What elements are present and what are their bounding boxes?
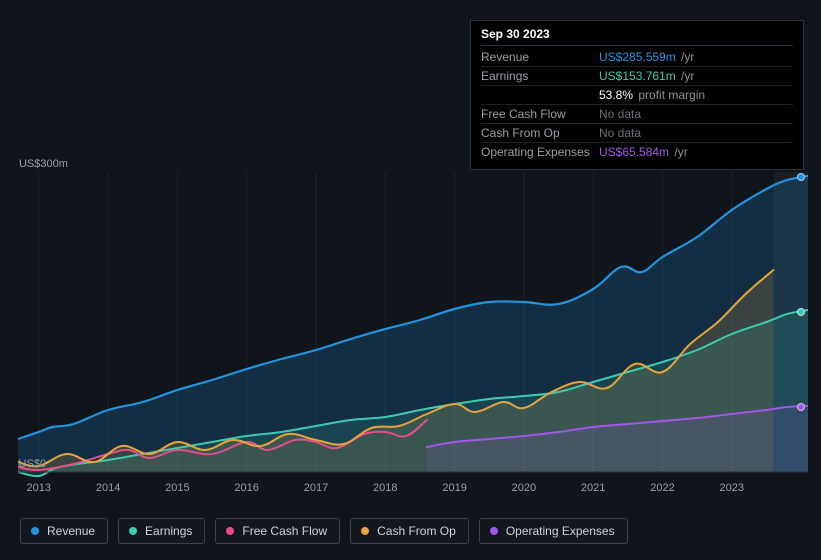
tooltip-value: No data: [599, 107, 793, 121]
legend-label: Earnings: [145, 524, 192, 538]
tooltip-row: Cash From OpNo data: [481, 124, 793, 143]
tooltip-label: Free Cash Flow: [481, 107, 599, 121]
legend-label: Revenue: [47, 524, 95, 538]
chart-svg: [18, 158, 808, 478]
tooltip-label: [481, 88, 599, 102]
chart-area[interactable]: US$300m US$0 2013 2014 2015 2016 2017 2018 201…: [18, 158, 808, 498]
tooltip-row: RevenueUS$285.559m /yr: [481, 48, 793, 67]
x-axis-tick: 2016: [234, 482, 258, 494]
tooltip-date: Sep 30 2023: [481, 27, 793, 46]
x-axis-tick: 2015: [165, 482, 189, 494]
tooltip-row: 53.8% profit margin: [481, 86, 793, 105]
tooltip-label: Revenue: [481, 50, 599, 64]
legend-label: Cash From Op: [377, 524, 456, 538]
tooltip-label: Operating Expenses: [481, 145, 599, 159]
legend-item[interactable]: Free Cash Flow: [215, 518, 340, 544]
tooltip-value: US$65.584m /yr: [599, 145, 793, 159]
x-axis-tick: 2020: [512, 482, 536, 494]
x-axis-tick: 2019: [442, 482, 466, 494]
tooltip-value: US$285.559m /yr: [599, 50, 793, 64]
legend-dot-icon: [31, 527, 39, 535]
legend-dot-icon: [490, 527, 498, 535]
legend-dot-icon: [361, 527, 369, 535]
tooltip-value: US$153.761m /yr: [599, 69, 793, 83]
x-axis-tick: 2023: [720, 482, 744, 494]
x-axis-tick: 2013: [27, 482, 51, 494]
tooltip-row: Free Cash FlowNo data: [481, 105, 793, 124]
y-axis-label-bottom: US$0: [19, 458, 47, 470]
tooltip-label: Cash From Op: [481, 126, 599, 140]
tooltip-row: EarningsUS$153.761m /yr: [481, 67, 793, 86]
x-axis-tick: 2021: [581, 482, 605, 494]
legend-item[interactable]: Revenue: [20, 518, 108, 544]
tooltip-value: 53.8% profit margin: [599, 88, 793, 102]
legend-item[interactable]: Cash From Op: [350, 518, 469, 544]
legend-label: Free Cash Flow: [242, 524, 327, 538]
x-axis-tick: 2017: [304, 482, 328, 494]
y-axis-label-top: US$300m: [19, 158, 68, 170]
x-axis-tick: 2018: [373, 482, 397, 494]
chart-tooltip: Sep 30 2023 RevenueUS$285.559m /yrEarnin…: [470, 20, 804, 170]
legend-item[interactable]: Earnings: [118, 518, 205, 544]
tooltip-label: Earnings: [481, 69, 599, 83]
legend-item[interactable]: Operating Expenses: [479, 518, 628, 544]
legend-label: Operating Expenses: [506, 524, 615, 538]
x-axis-tick: 2014: [96, 482, 120, 494]
legend: Revenue Earnings Free Cash Flow Cash From O…: [20, 518, 628, 544]
tooltip-value: No data: [599, 126, 793, 140]
hover-marker: [797, 173, 805, 181]
hover-marker: [797, 403, 805, 411]
x-axis-labels: 2013 2014 2015 2016 2017 2018 2019 2020 2021 2022…: [18, 482, 808, 502]
x-axis-tick: 2022: [650, 482, 674, 494]
hover-marker: [797, 308, 805, 316]
legend-dot-icon: [129, 527, 137, 535]
legend-dot-icon: [226, 527, 234, 535]
